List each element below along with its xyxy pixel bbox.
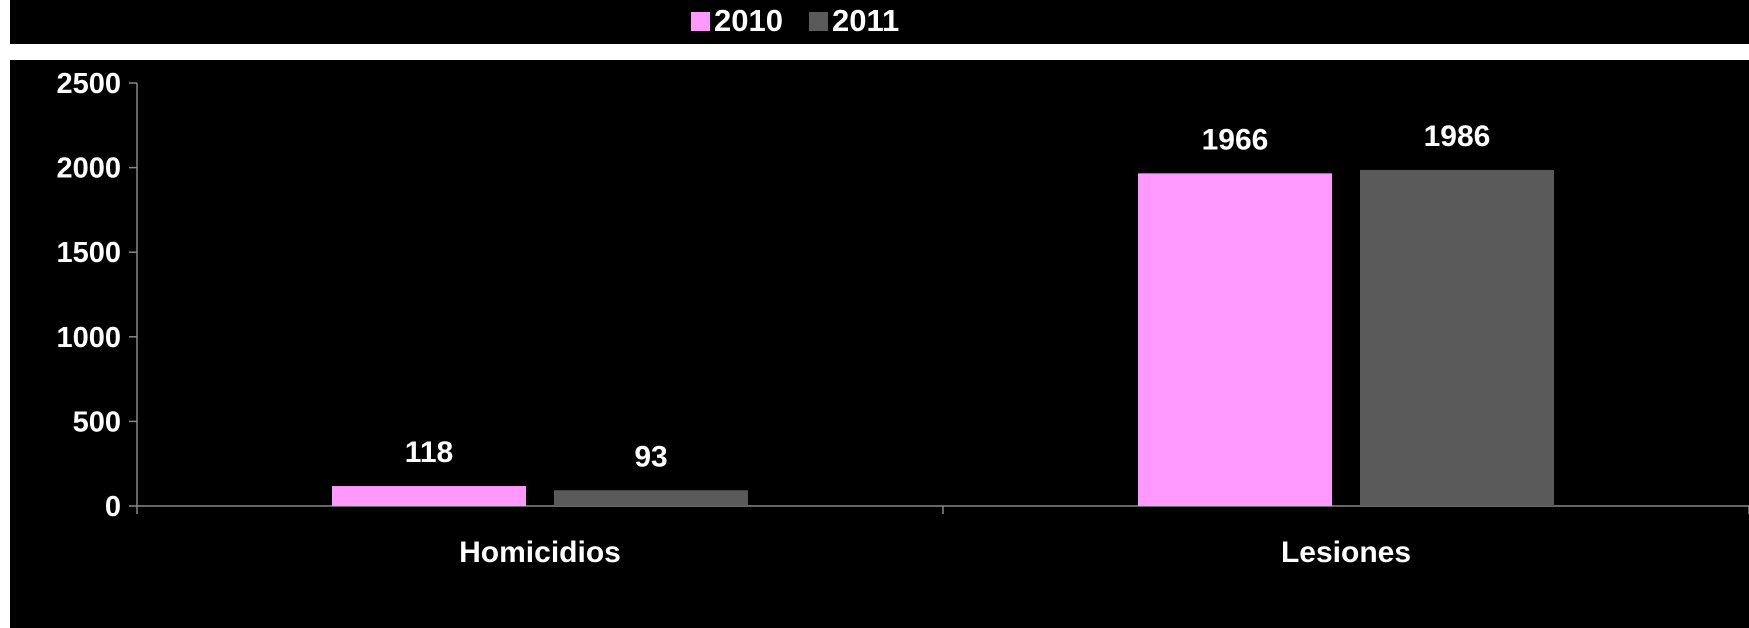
y-axis: 0 500 1000 1500 2000 2500	[56, 68, 138, 523]
bar-lesiones-2011	[1360, 169, 1554, 506]
data-label-lesiones-2011: 1986	[1424, 120, 1491, 153]
bar-homicidios-2010	[332, 486, 526, 506]
y-tick-label-5: 2500	[56, 68, 121, 100]
y-tick-label-2: 1000	[56, 322, 121, 354]
data-label-homicidios-2010: 118	[405, 436, 453, 469]
legend-label-2010: 2010	[714, 3, 783, 38]
data-labels: 118 93 1966 1986	[405, 120, 1491, 473]
bar-group	[332, 169, 1554, 507]
legend-item-2011: 2011	[809, 3, 899, 39]
x-axis	[136, 505, 1749, 514]
category-label-homicidios: Homicidios	[459, 536, 621, 569]
bar-lesiones-2010	[1138, 173, 1332, 507]
category-label-lesiones: Lesiones	[1281, 536, 1411, 569]
chart-legend: 2010 2011	[10, 0, 1749, 44]
legend-item-2010: 2010	[691, 3, 783, 39]
y-tick-label-0: 0	[105, 491, 121, 523]
legend-swatch-2011	[809, 11, 828, 31]
y-tick-label-4: 2000	[56, 153, 121, 185]
data-label-homicidios-2011: 93	[634, 440, 667, 473]
legend-swatch-2010	[691, 11, 710, 31]
bar-chart: 0 500 1000 1500 2000 2500 118 93 1966 1986 Homic…	[10, 60, 1749, 628]
bar-homicidios-2011	[554, 490, 748, 506]
y-tick-label-1: 500	[73, 406, 121, 438]
data-label-lesiones-2010: 1966	[1202, 123, 1269, 156]
y-tick-label-3: 1500	[56, 237, 121, 269]
legend-label-2011: 2011	[832, 3, 900, 38]
category-labels: Homicidios Lesiones	[459, 536, 1411, 569]
